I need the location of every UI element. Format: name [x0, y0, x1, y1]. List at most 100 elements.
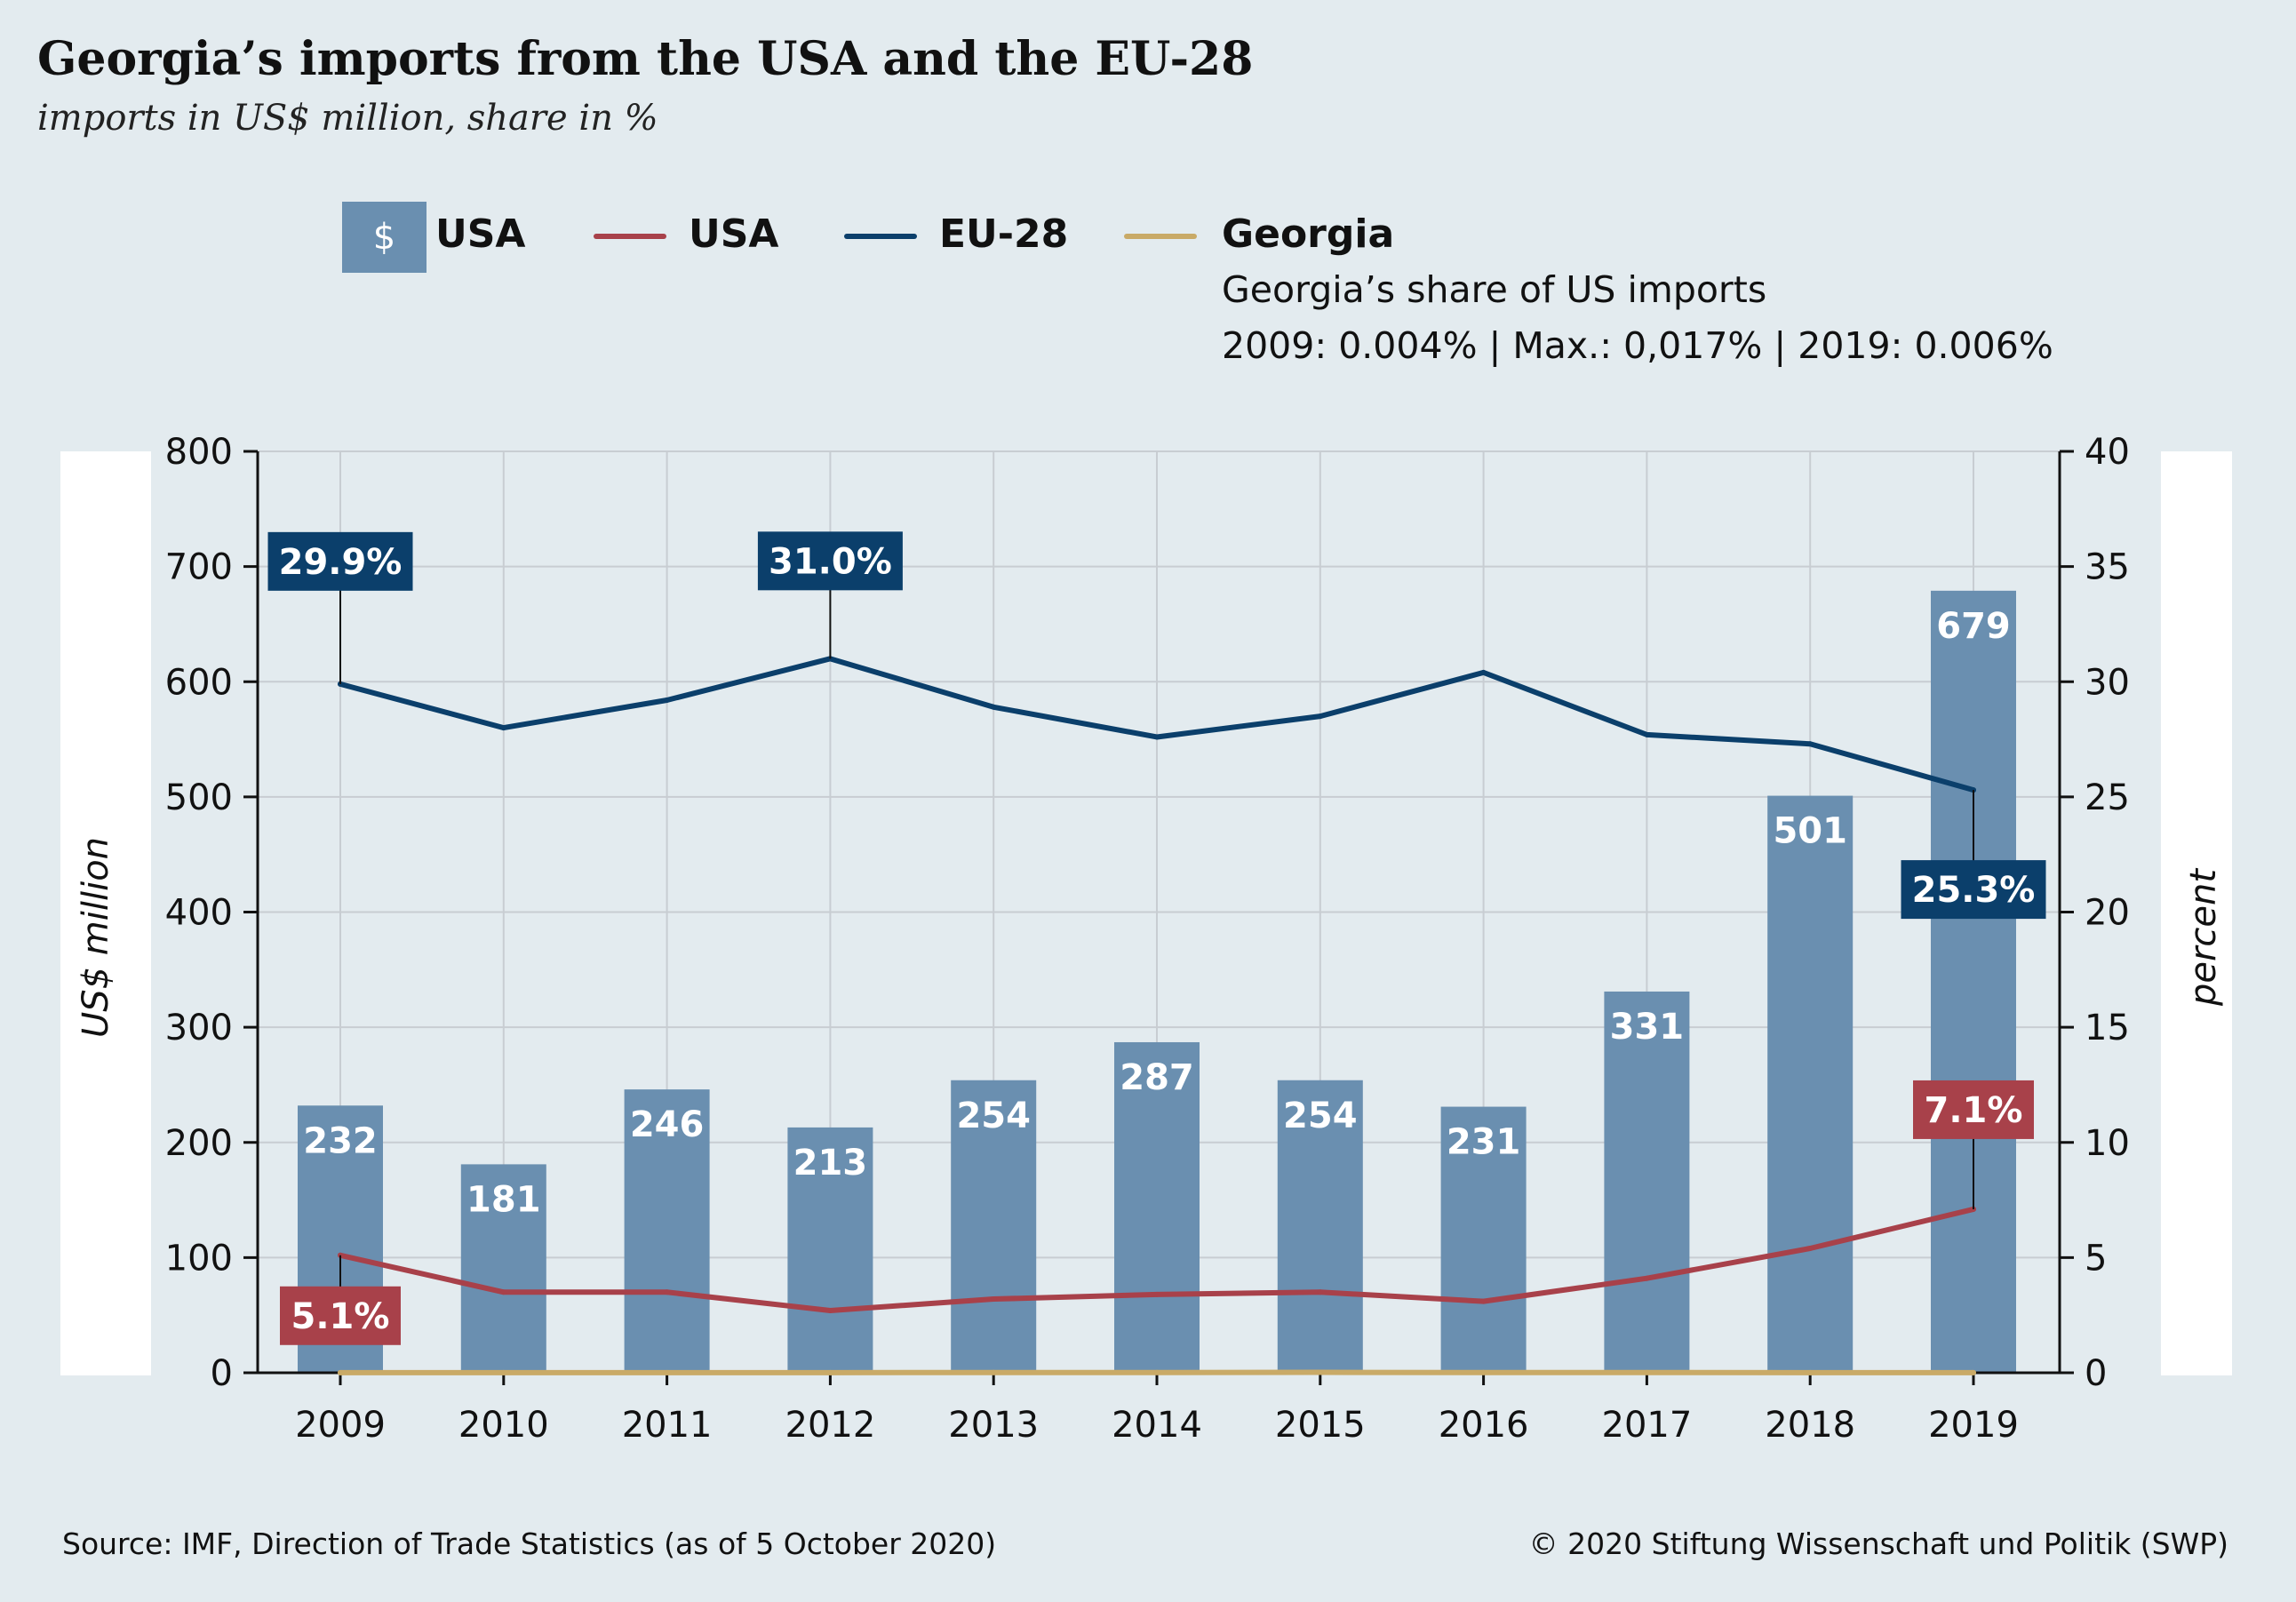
bar-usa-2015 — [1277, 1080, 1363, 1373]
y-tick-label-right: 40 — [2085, 432, 2130, 473]
annotation-label: 29.9% — [279, 542, 403, 583]
x-tick-label: 2011 — [622, 1405, 713, 1446]
legend-georgia-note-2: 2009: 0.004% | Max.: 0,017% | 2019: 0.00… — [1222, 324, 2053, 367]
dollar-icon: $ — [372, 217, 396, 258]
line-eu-share-point-2017 — [1644, 731, 1650, 737]
line-usa-share-point-2018 — [1807, 1246, 1814, 1252]
line-georgia-share-point-2009 — [338, 1369, 343, 1375]
bar-usa-2011 — [624, 1089, 710, 1373]
legend-usa-line-swatch — [594, 234, 666, 239]
y-tick-label-right: 30 — [2085, 662, 2130, 703]
annotation-label: 25.3% — [1912, 870, 2036, 911]
y-tick-label-left: 500 — [165, 777, 233, 818]
legend-usa-line-label: USA — [689, 211, 779, 257]
legend-georgia-line-label: Georgia — [1222, 211, 1395, 257]
right-axis-panel — [2161, 451, 2232, 1375]
bar-value-label: 331 — [1610, 1007, 1685, 1048]
x-tick-label: 2019 — [1928, 1405, 2019, 1446]
line-georgia-share-point-2014 — [1154, 1369, 1160, 1375]
legend-eu-line-swatch — [844, 234, 917, 239]
line-eu-share-point-2016 — [1480, 669, 1487, 675]
line-georgia-share-point-2012 — [827, 1369, 833, 1375]
bar-usa-2012 — [787, 1127, 873, 1373]
annotation-box — [1913, 1080, 2034, 1139]
bar-value-label: 679 — [1936, 606, 2011, 647]
line-georgia-share-point-2011 — [664, 1369, 670, 1375]
x-tick-label: 2016 — [1439, 1405, 1529, 1446]
bar-value-label: 254 — [1283, 1096, 1358, 1136]
line-usa-share-point-2015 — [1317, 1289, 1323, 1295]
y-tick-label-left: 700 — [165, 547, 233, 588]
line-eu-share-point-2014 — [1154, 734, 1160, 740]
y-tick-label-right: 0 — [2085, 1353, 2107, 1394]
x-tick-label: 2018 — [1765, 1405, 1855, 1446]
chart-subtitle: imports in US$ million, share in % — [37, 98, 658, 139]
chart-title: Georgia’s imports from the USA and the E… — [37, 32, 1254, 86]
copyright-note: © 2020 Stiftung Wissenschaft und Politik… — [1528, 1526, 2228, 1561]
line-georgia-share-point-2018 — [1807, 1369, 1814, 1375]
line-georgia-share-point-2015 — [1317, 1369, 1323, 1375]
x-tick-label: 2013 — [948, 1405, 1039, 1446]
bar-value-label: 501 — [1773, 811, 1847, 852]
bar-value-label: 232 — [303, 1120, 378, 1161]
bar-value-label: 213 — [793, 1143, 868, 1184]
x-tick-label: 2012 — [785, 1405, 876, 1446]
annotation-label: 5.1% — [291, 1296, 390, 1337]
legend-bar-swatch: $ — [342, 202, 427, 273]
x-tick-label: 2009 — [295, 1405, 386, 1446]
line-usa-share-point-2016 — [1480, 1298, 1487, 1304]
y-tick-label-right: 10 — [2085, 1123, 2130, 1164]
source-note: Source: IMF, Direction of Trade Statisti… — [62, 1526, 997, 1561]
y-tick-label-left: 100 — [165, 1238, 233, 1279]
annotation-box — [1901, 860, 2046, 920]
x-tick-label: 2010 — [458, 1405, 549, 1446]
legend-georgia-line-swatch — [1124, 234, 1197, 239]
bar-value-label: 287 — [1120, 1057, 1194, 1098]
line-usa-share-point-2014 — [1154, 1291, 1160, 1297]
y-tick-label-left: 300 — [165, 1008, 233, 1048]
line-georgia-share-point-2016 — [1480, 1369, 1487, 1375]
bar-value-label: 254 — [956, 1096, 1031, 1136]
y-tick-label-left: 200 — [165, 1123, 233, 1164]
bar-value-label: 181 — [466, 1179, 541, 1220]
y-tick-label-left: 800 — [165, 432, 233, 473]
annotation-label: 7.1% — [1925, 1090, 2023, 1131]
line-eu-share-point-2011 — [664, 697, 670, 703]
y-tick-label-left: 600 — [165, 662, 233, 703]
line-georgia-share-point-2013 — [991, 1369, 997, 1375]
line-usa-share-point-2011 — [664, 1289, 670, 1295]
bar-usa-2018 — [1767, 795, 1854, 1373]
line-usa-share-point-2012 — [827, 1308, 833, 1314]
line-georgia-share-point-2017 — [1644, 1369, 1650, 1375]
y-tick-label-right: 35 — [2085, 547, 2130, 588]
line-usa-share-point-2010 — [500, 1289, 506, 1295]
y-tick-label-right: 20 — [2085, 893, 2130, 934]
line-georgia-share-point-2019 — [1971, 1369, 1976, 1375]
bar-usa-2016 — [1440, 1106, 1527, 1373]
annotation-box — [280, 1286, 401, 1345]
bar-usa-2019 — [1931, 590, 2016, 1373]
bar-usa-2017 — [1604, 991, 1690, 1373]
x-tick-label: 2015 — [1275, 1405, 1366, 1446]
line-usa-share-point-2017 — [1644, 1275, 1650, 1281]
left-axis-panel — [60, 451, 151, 1375]
bar-usa-2010 — [460, 1164, 546, 1373]
line-eu-share-point-2018 — [1807, 741, 1814, 747]
legend: $ USA USA EU-28 Georgia Georgia’s share … — [0, 0, 2296, 391]
x-tick-label: 2017 — [1602, 1405, 1693, 1446]
annotation-box — [267, 531, 413, 591]
annotation-box — [757, 531, 903, 591]
y-tick-label-right: 5 — [2085, 1238, 2107, 1279]
annotation-label: 31.0% — [769, 541, 892, 582]
y-tick-label-left: 400 — [165, 893, 233, 934]
y-tick-label-left: 0 — [211, 1353, 233, 1394]
bar-usa-2014 — [1114, 1041, 1200, 1373]
line-usa-share-point-2013 — [991, 1296, 997, 1303]
bar-value-label: 246 — [630, 1104, 705, 1145]
y-tick-label-right: 15 — [2085, 1008, 2130, 1048]
legend-bar-label: USA — [435, 211, 526, 257]
line-georgia-share-point-2010 — [500, 1369, 506, 1375]
line-eu-share-point-2010 — [500, 725, 506, 731]
x-tick-label: 2014 — [1112, 1405, 1202, 1446]
